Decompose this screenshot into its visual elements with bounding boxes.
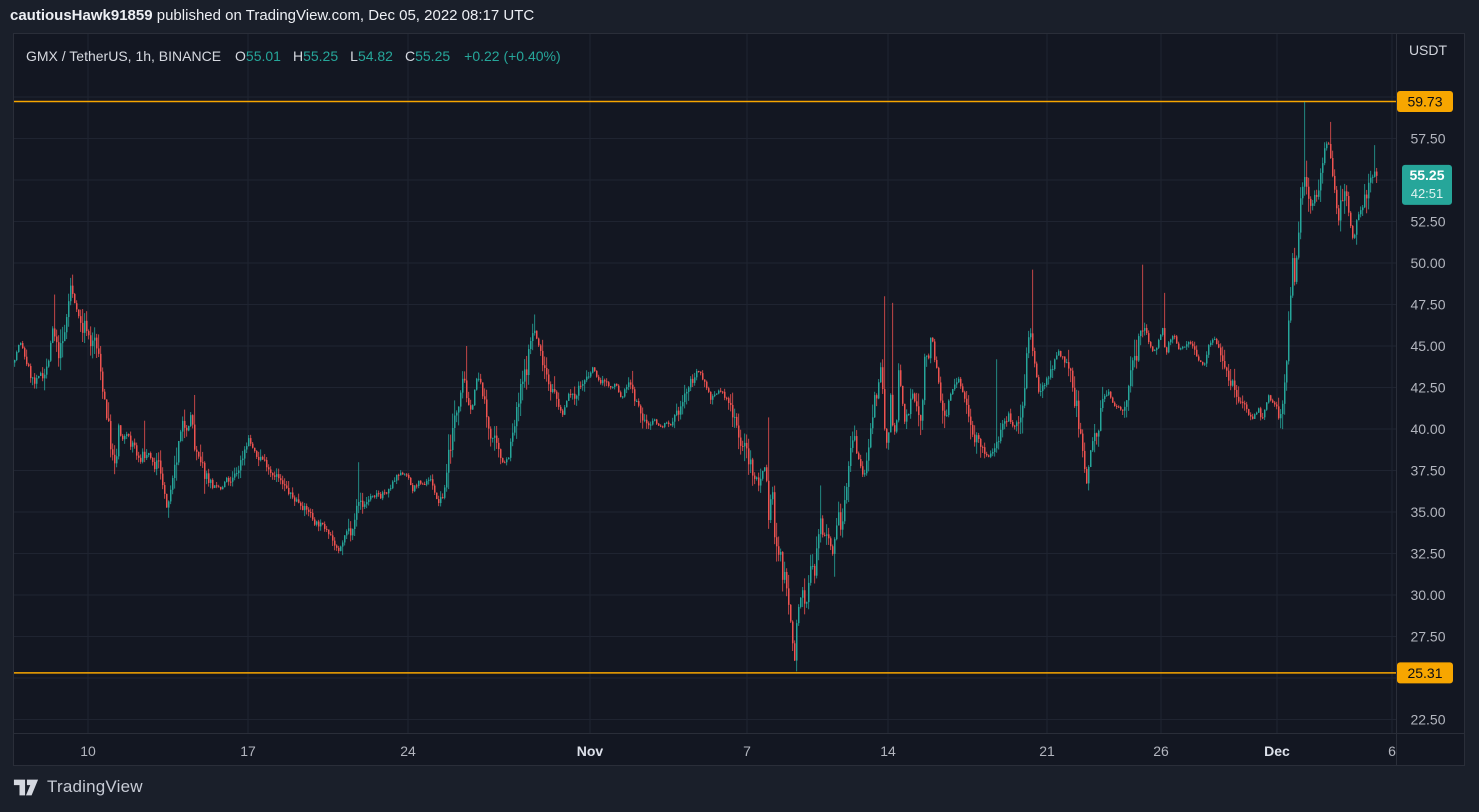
tradingview-logo-text: TradingView (47, 777, 143, 796)
svg-text:42.50: 42.50 (1410, 380, 1445, 396)
svg-text:32.50: 32.50 (1410, 546, 1445, 562)
svg-text:57.50: 57.50 (1410, 131, 1445, 147)
svg-text:14: 14 (880, 743, 896, 759)
svg-text:59.73: 59.73 (1407, 93, 1442, 109)
svg-text:17: 17 (240, 743, 256, 759)
publisher-info: published on TradingView.com, Dec 05, 20… (152, 7, 535, 24)
svg-text:10: 10 (80, 743, 96, 759)
svg-text:22.50: 22.50 (1410, 712, 1445, 728)
svg-text:USDT: USDT (1409, 42, 1448, 58)
time-axis[interactable] (13, 733, 1396, 766)
svg-text:21: 21 (1039, 743, 1055, 759)
svg-text:30.00: 30.00 (1410, 587, 1445, 603)
svg-text:40.00: 40.00 (1410, 421, 1445, 437)
tradingview-logo-link[interactable]: TradingView (13, 777, 143, 797)
svg-text:26: 26 (1153, 743, 1169, 759)
svg-text:Dec: Dec (1264, 743, 1290, 759)
svg-text:Nov: Nov (577, 743, 604, 759)
svg-text:45.00: 45.00 (1410, 338, 1445, 354)
svg-text:24: 24 (400, 743, 416, 759)
svg-text:35.00: 35.00 (1410, 504, 1445, 520)
publisher-username: cautiousHawk91859 (10, 7, 153, 24)
svg-text:42:51: 42:51 (1411, 186, 1444, 201)
svg-text:50.00: 50.00 (1410, 255, 1445, 271)
tradingview-icon (13, 779, 39, 795)
svg-text:52.50: 52.50 (1410, 214, 1445, 230)
svg-text:6: 6 (1388, 743, 1396, 759)
publisher-bar: cautiousHawk91859 published on TradingVi… (0, 0, 1479, 31)
svg-text:37.50: 37.50 (1410, 463, 1445, 479)
price-axis[interactable] (1396, 33, 1465, 733)
svg-text:27.50: 27.50 (1410, 629, 1445, 645)
svg-text:47.50: 47.50 (1410, 297, 1445, 313)
svg-text:7: 7 (743, 743, 751, 759)
svg-text:55.25: 55.25 (1409, 167, 1444, 183)
svg-text:25.31: 25.31 (1407, 665, 1442, 681)
